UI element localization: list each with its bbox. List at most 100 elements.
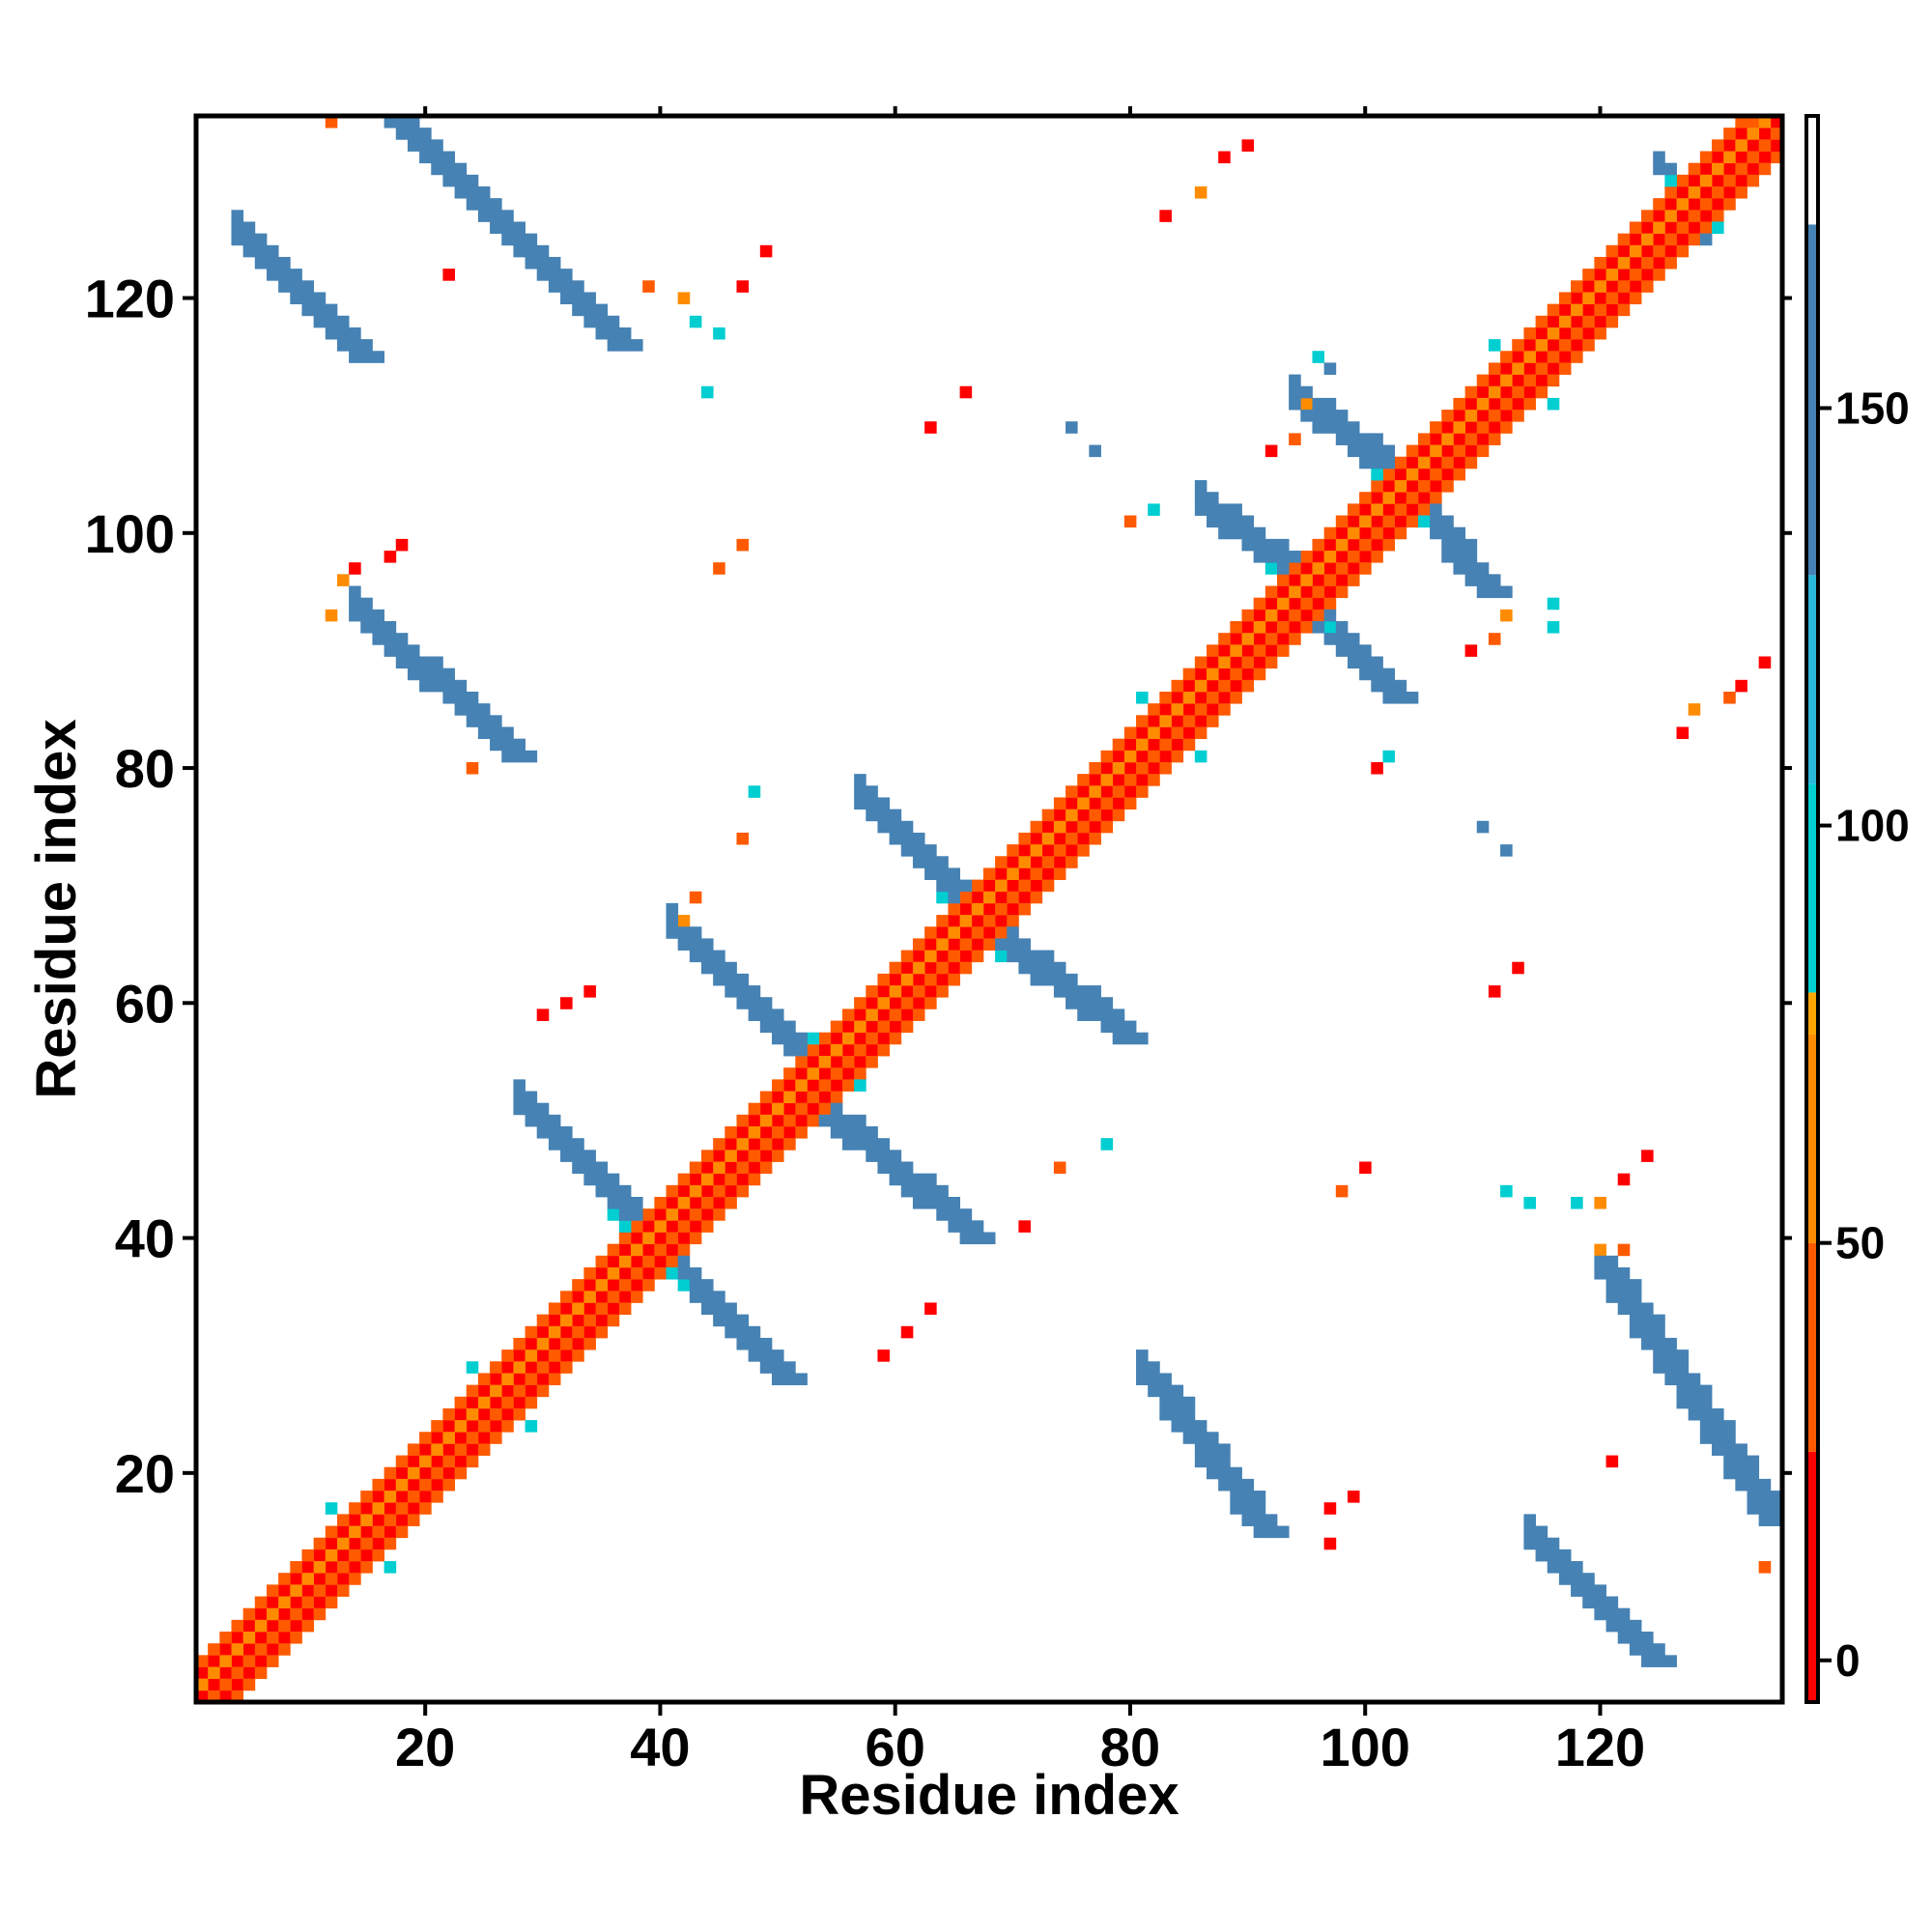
heatmap-cell	[560, 1350, 573, 1362]
heatmap-cell	[689, 315, 702, 328]
heatmap-cell	[818, 1091, 832, 1104]
heatmap-cell	[1500, 844, 1513, 857]
heatmap-cell	[536, 269, 550, 281]
heatmap-cell	[1159, 1373, 1172, 1385]
heatmap-cell	[1230, 1502, 1242, 1515]
heatmap-cell	[1441, 456, 1454, 469]
heatmap-cell	[254, 1655, 268, 1667]
heatmap-cell	[407, 1478, 420, 1492]
heatmap-cell	[1758, 116, 1772, 128]
heatmap-cell	[948, 1220, 960, 1233]
heatmap-cell	[583, 1291, 596, 1303]
heatmap-cell	[771, 1138, 784, 1151]
heatmap-cell	[336, 574, 350, 586]
heatmap-cell	[1218, 1466, 1231, 1480]
heatmap-cell	[830, 1056, 843, 1068]
heatmap-cell	[1535, 374, 1548, 387]
heatmap-cell	[1676, 1350, 1690, 1362]
heatmap-cell	[1241, 1514, 1255, 1526]
heatmap-cell	[666, 1232, 679, 1245]
heatmap-cell	[1136, 1361, 1149, 1374]
heatmap-cell	[1653, 1361, 1665, 1374]
heatmap-cell	[1253, 1514, 1266, 1526]
heatmap-cell	[1241, 526, 1255, 540]
heatmap-cell	[1371, 433, 1383, 445]
heatmap-cell	[1053, 856, 1066, 868]
heatmap-cell	[1735, 174, 1747, 187]
heatmap-cell	[877, 1032, 891, 1045]
heatmap-cell	[1182, 738, 1196, 752]
heatmap-cell	[736, 1325, 750, 1339]
heatmap-cell	[1276, 597, 1290, 611]
heatmap-cell	[1100, 761, 1114, 775]
heatmap-cell	[1747, 1491, 1760, 1503]
heatmap-cell	[490, 738, 502, 752]
colorbar-band	[1806, 116, 1818, 225]
heatmap-cell	[442, 162, 455, 176]
heatmap-cell	[407, 644, 420, 657]
heatmap-cell	[1136, 1032, 1149, 1045]
heatmap-cell	[912, 1009, 925, 1021]
heatmap-cell	[1253, 1491, 1266, 1503]
heatmap-cell	[1770, 116, 1783, 128]
heatmap-cell	[431, 1491, 443, 1503]
heatmap-cell	[818, 1067, 832, 1080]
heatmap-cell	[442, 668, 455, 681]
heatmap-cell	[1030, 950, 1043, 963]
heatmap-cell	[372, 1525, 384, 1539]
heatmap-cell	[1323, 621, 1337, 634]
heatmap-cell	[325, 1502, 338, 1515]
heatmap-cell	[490, 210, 502, 222]
heatmap-cell	[349, 585, 361, 599]
heatmap-cell	[536, 244, 550, 258]
heatmap-cell	[1676, 244, 1690, 258]
heatmap-cell	[607, 1291, 620, 1303]
heatmap-cell	[724, 1196, 737, 1209]
heatmap-cell	[948, 902, 960, 916]
heatmap-cell	[242, 1643, 256, 1656]
heatmap-cell	[771, 1361, 784, 1374]
heatmap-cell	[1323, 562, 1337, 575]
heatmap-cell	[1664, 198, 1677, 211]
heatmap-cell	[713, 1291, 725, 1303]
heatmap-cell	[900, 961, 914, 975]
heatmap-cell	[1430, 526, 1442, 540]
heatmap-cell	[372, 609, 384, 622]
heatmap-cell	[1535, 1548, 1548, 1562]
heatmap-cell	[1617, 280, 1631, 293]
heatmap-cell	[548, 1138, 561, 1151]
heatmap-cell	[607, 1255, 620, 1268]
heatmap-cell	[1512, 385, 1524, 399]
heatmap-cell	[1347, 551, 1360, 563]
heatmap-cell	[266, 269, 279, 281]
heatmap-cell	[959, 961, 973, 975]
heatmap-cell	[900, 1325, 914, 1339]
heatmap-cell	[1148, 750, 1160, 763]
heatmap-cell	[936, 973, 949, 986]
heatmap-cell	[724, 1302, 737, 1316]
heatmap-cell	[1041, 950, 1055, 963]
heatmap-cell	[1723, 139, 1736, 152]
heatmap-cell	[995, 926, 1008, 939]
heatmap-cell	[1335, 410, 1349, 422]
heatmap-cell	[1041, 820, 1055, 834]
heatmap-cell	[748, 1350, 761, 1362]
heatmap-cell	[1182, 691, 1196, 704]
heatmap-cell	[372, 351, 384, 363]
heatmap-cell	[1194, 1420, 1208, 1433]
heatmap-cell	[349, 1514, 361, 1526]
heatmap-cell	[1207, 656, 1219, 669]
heatmap-cell	[536, 1384, 550, 1398]
heatmap-cell	[948, 1196, 960, 1209]
heatmap-cell	[407, 1455, 420, 1468]
heatmap-cell	[1089, 997, 1101, 1009]
heatmap-cell	[1018, 879, 1031, 893]
heatmap-cell	[1558, 1561, 1572, 1574]
heatmap-cell	[266, 1643, 279, 1656]
heatmap-cell	[325, 1548, 338, 1562]
heatmap-cell	[1159, 738, 1172, 752]
heatmap-cell	[548, 1361, 561, 1374]
heatmap-cell	[1218, 679, 1231, 693]
heatmap-cell	[278, 1632, 291, 1644]
heatmap-cell	[807, 1114, 820, 1127]
